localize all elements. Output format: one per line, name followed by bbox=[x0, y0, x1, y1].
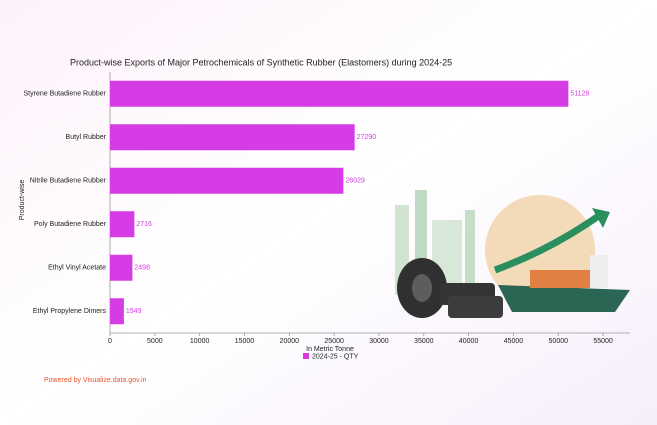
x-tick-label: 40000 bbox=[459, 338, 479, 345]
x-tick-label: 50000 bbox=[549, 338, 569, 345]
legend-swatch bbox=[303, 353, 309, 359]
value-label: 27290 bbox=[357, 134, 377, 141]
value-label: 51128 bbox=[570, 91, 589, 98]
bar bbox=[110, 80, 569, 107]
x-tick-label: 30000 bbox=[369, 338, 389, 345]
y-axis-label: Product-wise bbox=[19, 180, 26, 221]
x-tick-label: 20000 bbox=[280, 338, 300, 345]
y-tick-label: Butyl Rubber bbox=[66, 134, 107, 141]
x-tick-label: 25000 bbox=[324, 338, 344, 345]
bar bbox=[110, 124, 355, 151]
x-axis-label: In Metric Tonne bbox=[306, 346, 354, 353]
y-tick-label: Ethyl Propylene Dimers bbox=[33, 308, 107, 315]
x-tick-label: 10000 bbox=[190, 338, 210, 345]
y-tick-label: Styrene Butadiene Rubber bbox=[24, 91, 107, 98]
y-tick-label: Nitrile Butadiene Rubber bbox=[30, 178, 107, 185]
x-tick-label: 15000 bbox=[235, 338, 255, 345]
bar bbox=[110, 211, 135, 238]
y-tick-label: Ethyl Vinyl Acetate bbox=[48, 265, 106, 272]
value-label: 2716 bbox=[136, 221, 152, 228]
value-label: 2498 bbox=[134, 265, 150, 272]
x-tick-label: 55000 bbox=[593, 338, 613, 345]
footer: Powered by Visualize.data.gov.in bbox=[44, 377, 147, 384]
legend-label: 2024-25 - QTY bbox=[312, 353, 359, 360]
bar bbox=[110, 167, 344, 194]
value-label: 1549 bbox=[126, 308, 142, 315]
illustration bbox=[395, 190, 630, 318]
x-tick-label: 35000 bbox=[414, 338, 434, 345]
chart-title: Product-wise Exports of Major Petrochemi… bbox=[70, 57, 452, 67]
x-tick-label: 5000 bbox=[147, 338, 163, 345]
x-tick-label: 45000 bbox=[504, 338, 524, 345]
x-tick-label: 0 bbox=[108, 338, 112, 345]
y-tick-label: Poly Butadiene Rubber bbox=[34, 221, 107, 228]
bar bbox=[110, 298, 124, 325]
bar bbox=[110, 254, 133, 281]
value-label: 26029 bbox=[345, 178, 365, 185]
